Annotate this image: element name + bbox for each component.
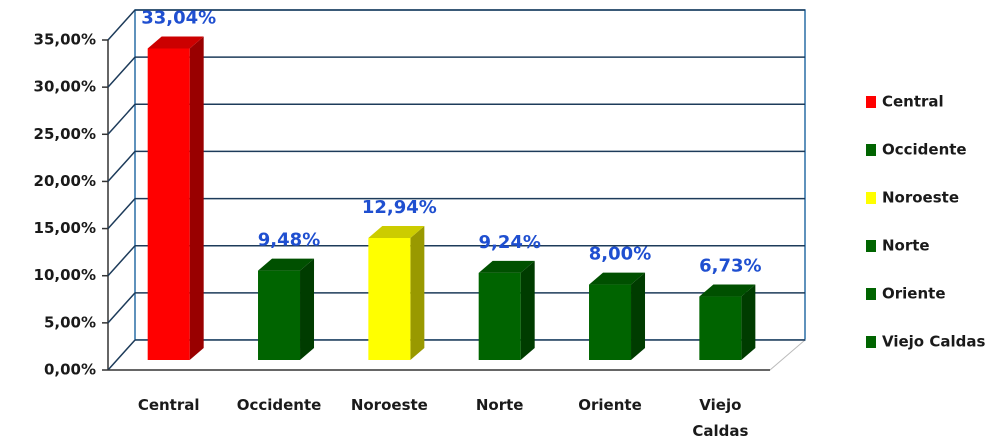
bar-top: [589, 272, 646, 285]
legend-label: Norte: [882, 237, 930, 255]
back-wall: [134, 9, 806, 341]
y-tick-label: 30,00%: [34, 78, 96, 96]
legend-swatch: [866, 288, 876, 300]
legend-label: Oriente: [882, 285, 946, 303]
bar-side: [520, 260, 535, 360]
x-tick-label: Norte: [475, 396, 524, 414]
y-tick-label: 15,00%: [34, 219, 96, 237]
bar-side: [410, 225, 425, 360]
legend-swatch: [866, 192, 876, 204]
bar-top: [368, 225, 425, 238]
bar: [589, 284, 632, 360]
data-label: 8,00%: [589, 244, 651, 265]
y-tick-label: 10,00%: [34, 266, 96, 284]
y-tick-label: 5,00%: [44, 313, 96, 331]
y-tick-label: 20,00%: [34, 172, 96, 190]
x-tick-label: Central: [137, 396, 200, 414]
legend-swatch: [866, 336, 876, 348]
bar-side: [631, 272, 646, 360]
x-tick-label: Noroeste: [350, 396, 428, 414]
data-label: 33,04%: [141, 7, 216, 28]
x-tick-label: Viejo Caldas: [692, 396, 749, 440]
bar-side: [741, 284, 756, 360]
bar: [699, 296, 742, 360]
bar-top: [478, 260, 535, 273]
bar: [147, 48, 190, 360]
legend-label: Noroeste: [882, 189, 959, 207]
legend-label: Occidente: [882, 141, 967, 159]
data-label: 9,24%: [478, 232, 540, 253]
x-tick-label: Occidente: [236, 396, 322, 414]
y-tick-label: 35,00%: [34, 31, 96, 49]
data-label: 9,48%: [258, 230, 320, 251]
legend-label: Viejo Caldas: [882, 333, 985, 351]
grid-line: [107, 56, 136, 88]
grid-line: [107, 9, 136, 41]
legend-label: Central: [882, 93, 944, 111]
grid-line: [107, 339, 136, 371]
x-tick-label: Oriente: [578, 396, 642, 414]
bar-side: [189, 36, 204, 360]
bar: [258, 270, 301, 360]
grid-line: [107, 198, 136, 230]
grid-line: [107, 150, 136, 182]
legend-swatch: [866, 144, 876, 156]
y-tick-label: 25,00%: [34, 125, 96, 143]
legend-swatch: [866, 240, 876, 252]
grid-line: [107, 292, 136, 324]
bar-top: [699, 284, 756, 297]
bar: [368, 237, 411, 360]
legend-swatch: [866, 96, 876, 108]
data-label: 6,73%: [699, 256, 761, 277]
data-label: 12,94%: [362, 197, 437, 218]
grid-line: [107, 103, 136, 135]
bar-side: [300, 258, 315, 360]
bar: [478, 272, 521, 360]
grid-line: [107, 245, 136, 277]
bar-top: [258, 258, 315, 271]
y-tick-label: 0,00%: [44, 361, 96, 379]
bar-top: [147, 36, 204, 49]
